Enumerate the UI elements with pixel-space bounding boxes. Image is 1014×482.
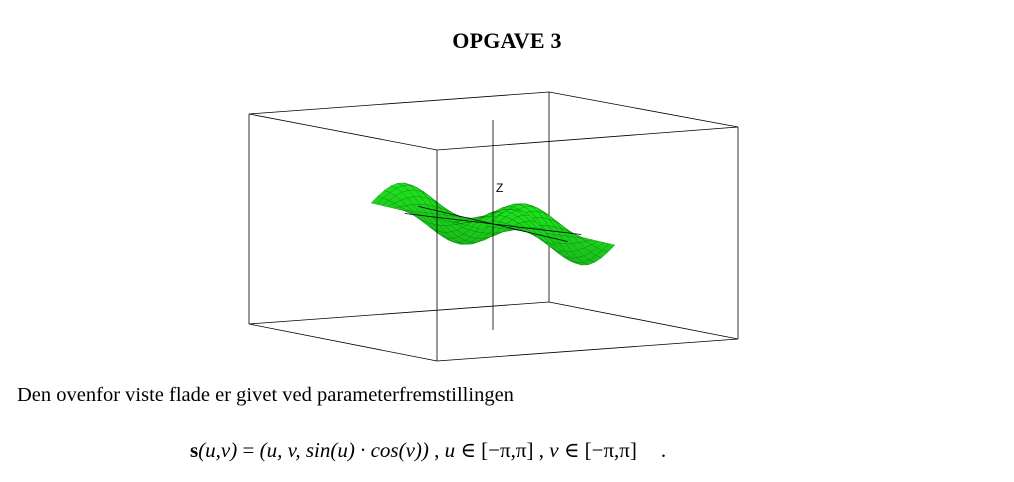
box-edge [248,113,438,151]
formula-v-domain: ∈ [−π,π] [558,438,637,462]
surface-plot-svg: Z [248,91,739,362]
formula-vector: (u, v, sin(u) · cos(v)) [259,438,429,462]
formula-func-name: s [190,438,199,462]
y-axis-line [418,206,568,242]
formula-end: . [660,438,667,462]
formula-equals: = [237,438,260,462]
formula-u-domain: ∈ [−π,π] [455,438,534,462]
box-edge [436,126,739,151]
box-edge [548,301,739,340]
surface-mesh [370,182,616,266]
box-edge [548,91,739,128]
parametric-formula: s(u,v) = (u, v, sin(u) · cos(v)) , u ∈ [… [190,438,666,463]
surface-patch [602,243,616,252]
formula-u-var: u [444,438,456,462]
formula-sep-2: , [533,438,550,462]
formula-func-args: (u,v) [198,438,238,462]
intro-text: Den ovenfor viste flade er givet ved par… [17,384,514,406]
page-title: OPGAVE 3 [452,28,562,53]
formula-sep-1: , [428,438,445,462]
bounding-box-back [248,91,739,362]
z-axis-label: Z [496,181,503,195]
box-edge [248,301,550,325]
surface-plot-figure: Z [240,82,750,372]
bounding-box-front [436,126,739,362]
box-edge [436,338,739,362]
box-edge [248,323,438,362]
coordinate-axes [404,120,582,330]
formula-v-var: v [549,438,559,462]
box-edge [248,91,550,115]
